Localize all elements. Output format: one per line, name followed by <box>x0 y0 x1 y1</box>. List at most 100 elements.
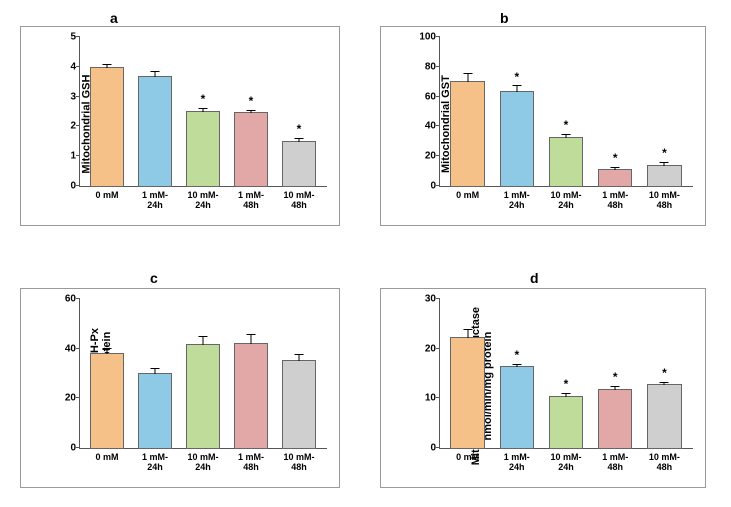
error-bar <box>615 386 616 389</box>
x-tick-label: 1 mM-24h <box>131 453 179 473</box>
bar <box>500 366 534 450</box>
panel-label-a: a <box>110 10 118 26</box>
bar <box>234 343 268 449</box>
bars-container: *** <box>79 37 327 187</box>
bar <box>186 344 220 449</box>
x-labels: 0 mM1 mM-24h10 mM-24h1 mM-48h10 mM-48h <box>79 187 327 211</box>
x-tick-label: 1 mM-48h <box>227 453 275 473</box>
bar-wrap <box>179 299 227 449</box>
significance-star: * <box>613 151 618 165</box>
bar-wrap: * <box>541 37 590 187</box>
y-tick-label: 5 <box>70 32 76 43</box>
y-tick-label: 0 <box>70 181 76 192</box>
bar-wrap: * <box>591 299 640 449</box>
bars-container: **** <box>439 37 693 187</box>
x-tick-label: 0 mM <box>443 191 492 211</box>
y-tick-label: 80 <box>425 61 436 72</box>
y-tick-label: 100 <box>419 32 436 43</box>
error-bar <box>107 348 108 354</box>
bar <box>647 384 681 450</box>
y-tick-label: 4 <box>70 61 76 72</box>
bar-wrap <box>131 299 179 449</box>
error-bar <box>664 162 665 165</box>
bar-wrap <box>227 299 275 449</box>
y-tick-label: 20 <box>425 343 436 354</box>
y-tick-label: 0 <box>70 443 76 454</box>
bar <box>186 111 220 188</box>
x-tick-label: 10 mM-24h <box>541 191 590 211</box>
bar <box>598 389 632 450</box>
significance-star: * <box>662 146 667 160</box>
error-bar <box>299 354 300 361</box>
bar-wrap <box>443 299 492 449</box>
x-tick-label: 1 mM-24h <box>492 191 541 211</box>
y-tick-label: 0 <box>430 443 436 454</box>
bar <box>90 67 124 187</box>
x-tick-label: 10 mM-48h <box>275 453 323 473</box>
significance-star: * <box>201 92 206 106</box>
y-tick-label: 1 <box>70 151 76 162</box>
y-tick-label: 40 <box>65 343 76 354</box>
y-tick-label: 20 <box>425 151 436 162</box>
bar <box>647 165 681 188</box>
x-tick-label: 10 mM-48h <box>640 453 689 473</box>
y-tick-label: 20 <box>65 393 76 404</box>
bar <box>234 112 268 187</box>
bar-wrap <box>443 37 492 187</box>
bar-wrap: * <box>541 299 590 449</box>
bar <box>450 81 484 188</box>
bar <box>282 141 316 188</box>
bar-wrap <box>275 299 323 449</box>
error-bar <box>203 336 204 345</box>
bars-container <box>79 299 327 449</box>
bar-wrap: * <box>179 37 227 187</box>
y-tick-label: 60 <box>425 91 436 102</box>
significance-star: * <box>662 366 667 380</box>
chart-panel-c: Mitochondrial GSH-Pxnmol/min/mg protein0… <box>20 288 340 488</box>
bar <box>500 91 534 187</box>
x-labels: 0 mM1 mM-24h10 mM-24h1 mM-48h10 mM-48h <box>79 449 327 473</box>
plot-area: Mitochondrial GSH-Reductasenmol/min/mg p… <box>439 299 693 449</box>
bar-wrap: * <box>640 37 689 187</box>
error-bar <box>615 167 616 170</box>
bar <box>450 337 484 450</box>
x-tick-label: 1 mM-48h <box>591 191 640 211</box>
bar <box>598 169 632 187</box>
x-tick-label: 10 mM-48h <box>640 191 689 211</box>
significance-star: * <box>613 370 618 384</box>
chart-panel-d: Mitochondrial GSH-Reductasenmol/min/mg p… <box>380 288 706 488</box>
error-bar <box>107 64 108 68</box>
bar <box>138 373 172 449</box>
error-bar <box>566 134 567 138</box>
error-bar <box>203 108 204 112</box>
panel-label-d: d <box>530 270 539 286</box>
x-tick-label: 10 mM-24h <box>179 453 227 473</box>
x-tick-label: 1 mM-48h <box>227 191 275 211</box>
error-bar <box>566 393 567 396</box>
x-tick-label: 10 mM-24h <box>541 453 590 473</box>
bar <box>549 137 583 187</box>
error-bar <box>516 85 517 92</box>
x-tick-label: 0 mM <box>443 453 492 473</box>
plot-area: Mitochondrial GSHnmol/mg/ml012345***0 mM… <box>79 37 327 187</box>
error-bar <box>299 138 300 141</box>
bar-wrap <box>83 37 131 187</box>
bar-wrap: * <box>591 37 640 187</box>
bar <box>549 396 583 450</box>
bar-wrap: * <box>492 37 541 187</box>
y-tick-label: 40 <box>425 121 436 132</box>
panel-label-c: c <box>150 270 158 286</box>
x-tick-label: 0 mM <box>83 453 131 473</box>
plot-area: Mitochondrial GSH-Pxnmol/min/mg protein0… <box>79 299 327 449</box>
y-tick-label: 30 <box>425 294 436 305</box>
bar <box>90 353 124 449</box>
bars-container: * * * * <box>439 299 693 449</box>
bar-wrap: * <box>227 37 275 187</box>
y-tick-label: 10 <box>425 393 436 404</box>
bar <box>138 76 172 187</box>
significance-star: * <box>514 348 519 362</box>
significance-star: * <box>564 377 569 391</box>
error-bar <box>155 368 156 373</box>
panel-label-b: b <box>500 10 509 26</box>
chart-panel-b: Mitochondrial GSTnmol/min/mg020406080100… <box>380 26 706 226</box>
